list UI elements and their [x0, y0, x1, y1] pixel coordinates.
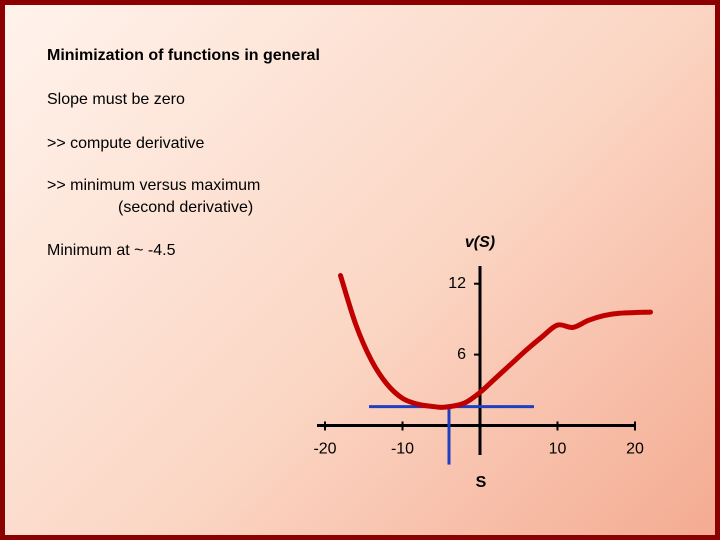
x-axis-label: S — [476, 474, 487, 491]
y-tick-label: 6 — [457, 346, 466, 363]
text-line: Minimum at ~ -4.5 — [47, 242, 176, 259]
text-line: Slope must be zero — [47, 91, 185, 108]
chart: v(S) S -20 -10 10 20 6 12 — [313, 234, 653, 491]
y-axis-label: v(S) — [465, 234, 495, 251]
curve — [338, 272, 653, 410]
y-tick-label: 12 — [448, 275, 466, 292]
x-tick-label: -20 — [313, 441, 336, 458]
text-line: (second derivative) — [118, 199, 254, 216]
x-tick-label: 10 — [549, 441, 567, 458]
x-tick-label: 20 — [626, 441, 644, 458]
slide-title: Minimization of functions in general — [47, 47, 320, 64]
text-line: >> compute derivative — [47, 135, 205, 152]
text-line: >> minimum versus maximum — [47, 177, 261, 194]
x-tick-label: -10 — [391, 441, 414, 458]
